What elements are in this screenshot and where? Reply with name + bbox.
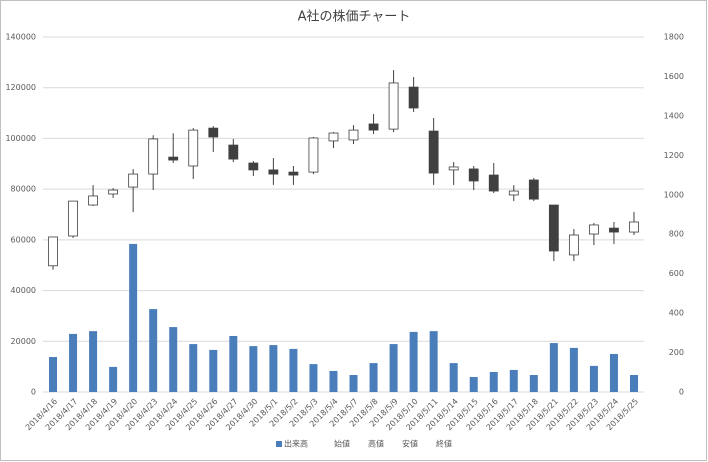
legend-label: 出来高: [284, 439, 308, 449]
y2-tick-label: 0: [679, 388, 684, 397]
candle-body: [629, 221, 639, 233]
y2-tick-label: 400: [669, 309, 684, 318]
volume-bar: [249, 346, 258, 392]
candle-body: [128, 173, 139, 188]
candle-body: [609, 227, 619, 233]
candle-body: [428, 130, 439, 174]
y2-tick-label: 200: [669, 348, 684, 357]
y2-tick-label: 1600: [664, 72, 684, 81]
y2-tick-label: 600: [669, 269, 684, 278]
volume-bar: [629, 375, 638, 392]
candle-body: [68, 200, 78, 237]
y2-tick-label: 1200: [664, 151, 684, 160]
legend-label: 安値: [402, 439, 418, 449]
y2-tick-label: 1800: [664, 33, 684, 42]
candle-body: [108, 189, 119, 195]
candle-body: [528, 179, 539, 200]
volume-bar: [109, 366, 118, 392]
volume-bar: [529, 375, 538, 392]
volume-bar: [69, 333, 78, 392]
candle-body: [568, 234, 579, 256]
candle-body: [168, 156, 179, 161]
volume-bar: [309, 364, 318, 392]
volume-bar: [429, 331, 438, 392]
volume-bar: [509, 369, 518, 392]
candle-body: [468, 168, 479, 182]
candle-body: [228, 144, 239, 160]
volume-bar: [189, 344, 198, 392]
y-tick-label: 20000: [11, 337, 36, 346]
candle-body: [348, 129, 359, 141]
volume-bar: [209, 349, 218, 392]
y2-tick-label: 800: [669, 230, 684, 239]
volume-bar: [549, 343, 558, 392]
y-tick-label: 60000: [11, 235, 36, 244]
candle-body: [208, 127, 219, 138]
legend-label: 始値: [334, 439, 350, 449]
volume-bar: [49, 357, 58, 392]
y-tick-label: 80000: [11, 185, 36, 194]
candle-body: [308, 137, 319, 173]
y2-tick-label: 1400: [664, 111, 684, 120]
candle-body: [508, 190, 519, 196]
legend-label: 高値: [368, 439, 384, 449]
volume-bar: [489, 371, 498, 392]
volume-bar: [569, 347, 578, 392]
volume-bar: [389, 344, 398, 392]
candle-body: [248, 162, 259, 171]
volume-bar: [289, 348, 298, 392]
volume-bar: [269, 345, 278, 392]
candle-body: [288, 171, 299, 176]
volume-bar: [169, 327, 178, 392]
y-tick-label: 40000: [11, 286, 36, 295]
candle-body: [188, 129, 199, 167]
volume-bar: [129, 243, 138, 392]
y-tick-label: 0: [31, 388, 36, 397]
volume-bar: [449, 363, 458, 392]
chart-title: A社の株価チャート: [298, 9, 411, 25]
candle-body: [88, 195, 98, 206]
candle-body: [268, 169, 279, 175]
volume-bar: [89, 331, 98, 392]
candle-body: [388, 82, 399, 130]
volume-bar: [609, 353, 618, 392]
volume-bar: [329, 370, 338, 392]
volume-bar: [369, 363, 378, 392]
candle-body: [408, 86, 419, 109]
volume-bar: [149, 309, 158, 392]
candle-body: [448, 166, 459, 171]
volume-bar: [589, 365, 598, 392]
volume-bar: [469, 377, 478, 392]
candle-body: [368, 123, 379, 131]
candle-body: [48, 236, 58, 267]
legend-swatch: [276, 441, 282, 447]
candle-body: [548, 204, 559, 252]
candle-body: [488, 174, 499, 192]
y2-tick-label: 1000: [664, 190, 684, 199]
volume-bar: [349, 375, 358, 392]
candle-body: [328, 132, 339, 142]
legend-label: 終値: [436, 439, 452, 449]
candle-body: [148, 138, 159, 175]
candle-body: [589, 224, 599, 235]
y-tick-label: 100000: [5, 134, 36, 143]
y-tick-label: 120000: [5, 83, 36, 92]
volume-bar: [229, 335, 238, 392]
y-tick-label: 140000: [5, 33, 36, 42]
volume-bar: [409, 331, 418, 392]
